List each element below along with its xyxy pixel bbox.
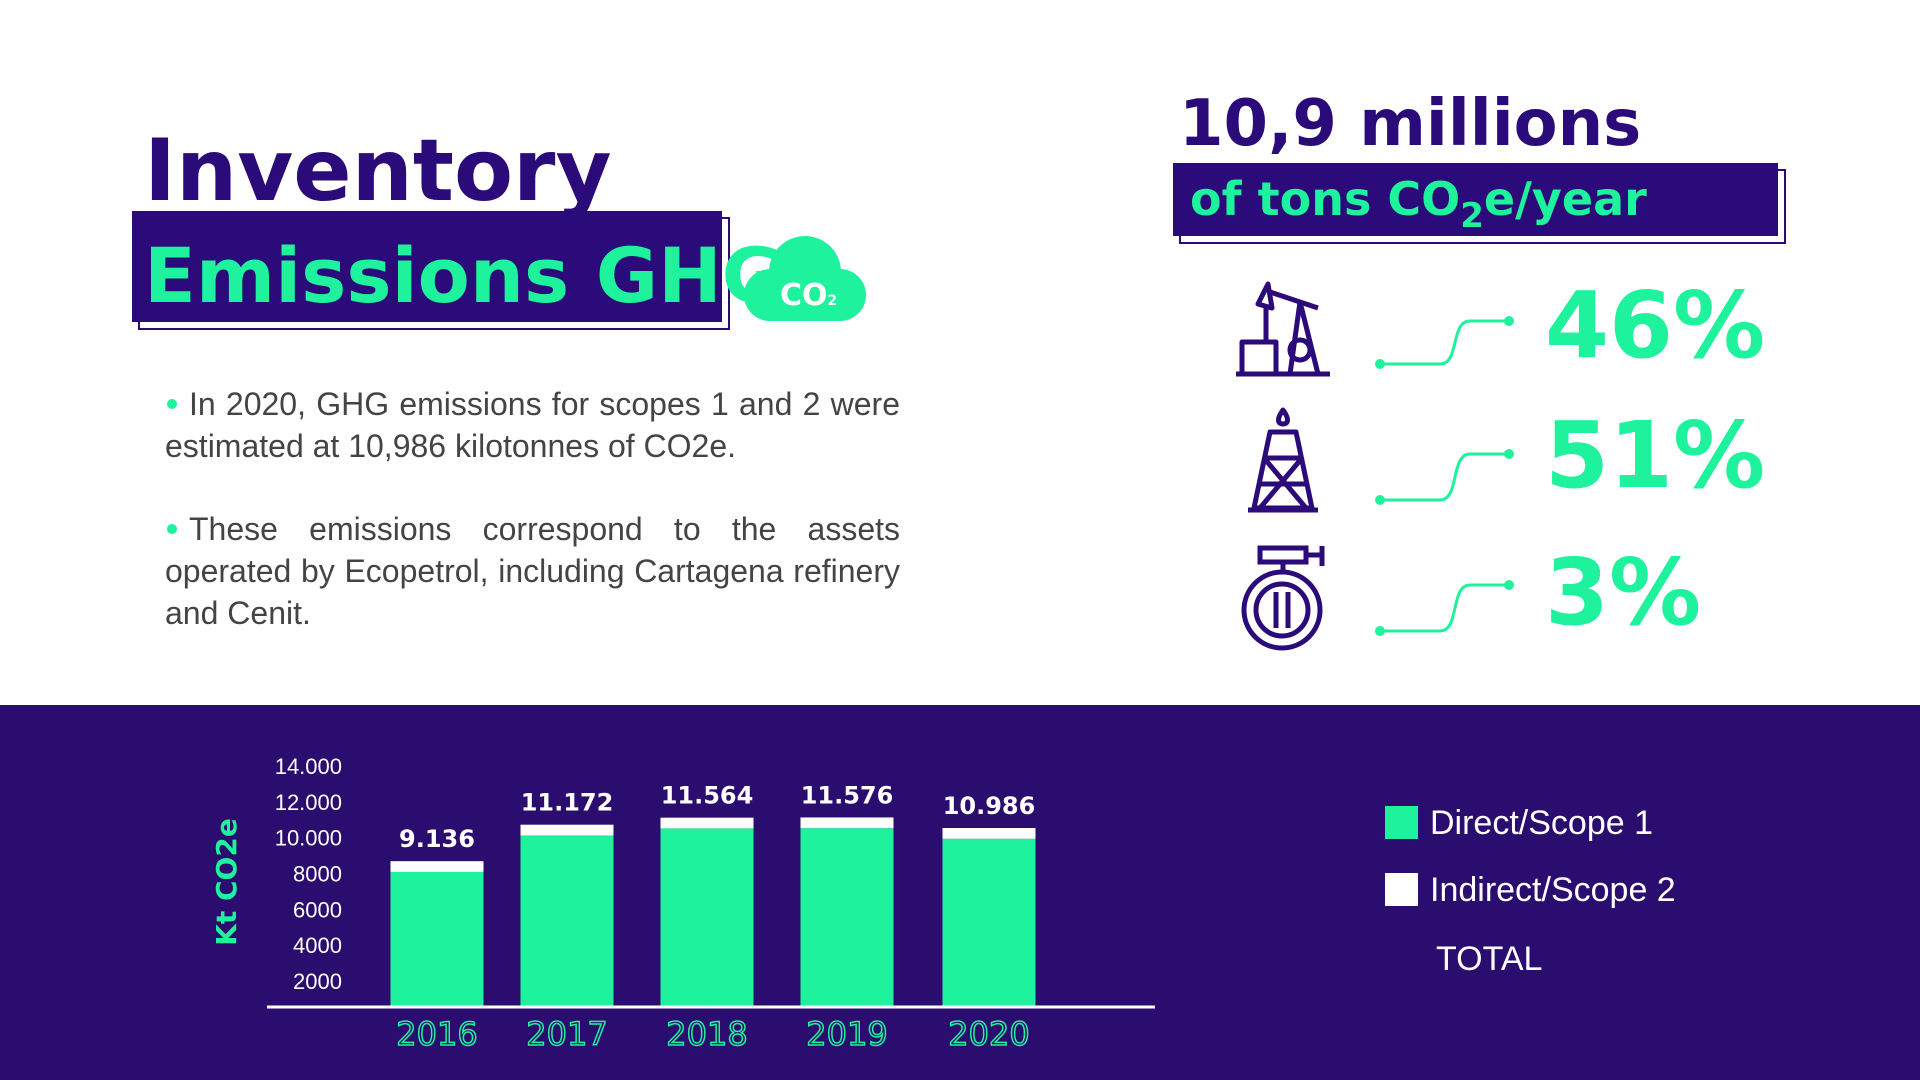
subhead-sub: 2 <box>1460 196 1484 236</box>
cloud-icon <box>744 236 866 321</box>
total-label: 11.576 <box>801 781 894 809</box>
chart: 14.000 12.000 10.000 8000 6000 4000 2000 9.136 2… <box>267 754 1676 1054</box>
bullet: These emissions correspond to the assets… <box>165 508 900 634</box>
title-line1: Inventory <box>144 121 612 221</box>
bar-segment <box>942 828 1036 839</box>
title-line2: Emissions GHG <box>144 231 784 320</box>
y-axis-label: Kt CO2e <box>210 818 243 946</box>
y-tick-label: 6000 <box>293 897 342 922</box>
y-tick-label: 12.000 <box>275 790 342 815</box>
legend-swatch <box>1385 806 1418 839</box>
bar-segment <box>800 828 894 1007</box>
y-tick-label: 14.000 <box>275 754 342 779</box>
y-tick-label: 2000 <box>293 969 342 994</box>
pumpjack-icon <box>1236 281 1330 377</box>
legend-swatch <box>1385 873 1418 906</box>
bar-segment <box>942 838 1036 1007</box>
valve-icon <box>1241 545 1325 651</box>
y-tick-label: 10.000 <box>275 826 342 851</box>
share: 46% <box>1545 272 1765 379</box>
subhead-pre: of tons CO <box>1190 172 1460 226</box>
y-tick-label: 8000 <box>293 862 342 887</box>
bar-segment <box>660 817 754 829</box>
y-tick-label: 4000 <box>293 933 342 958</box>
cloud-sub: 2 <box>828 293 838 309</box>
x-tick-label: 2018 <box>666 1015 747 1053</box>
total-label: 10.986 <box>943 792 1036 820</box>
connectors <box>1380 319 1509 633</box>
bar-segment <box>800 817 894 829</box>
x-tick-label: 2016 <box>396 1015 477 1053</box>
subhead-box <box>1173 163 1778 236</box>
headline: 10,9 millions <box>1179 87 1641 161</box>
share: 51% <box>1545 402 1765 509</box>
bullet: In 2020, GHG emissions for scopes 1 and … <box>165 383 900 467</box>
derrick-icon <box>1248 407 1318 513</box>
legend-label: Direct/Scope 1 <box>1430 804 1653 842</box>
bar-segment <box>520 824 614 836</box>
total-label: 11.564 <box>661 782 754 810</box>
legend-label: Indirect/Scope 2 <box>1430 871 1676 909</box>
title-box <box>132 211 722 322</box>
share: 3% <box>1545 539 1701 646</box>
legend-label: TOTAL <box>1436 940 1542 978</box>
cloud-text: CO <box>780 278 828 313</box>
subhead: of tons CO2e/year <box>1190 172 1647 236</box>
bar-segment <box>390 871 484 1007</box>
cloud-label: CO2 <box>780 278 837 313</box>
total-label: 11.172 <box>521 789 614 817</box>
subhead-post: e/year <box>1484 172 1647 226</box>
bar-segment <box>390 861 484 872</box>
x-tick-label: 2017 <box>526 1015 607 1053</box>
x-tick-label: 2020 <box>948 1015 1029 1053</box>
total-label: 9.136 <box>399 825 475 853</box>
bar-segment <box>520 835 614 1007</box>
x-tick-label: 2019 <box>806 1015 887 1053</box>
bar-segment <box>660 828 754 1007</box>
connector-dots <box>1375 316 1514 636</box>
